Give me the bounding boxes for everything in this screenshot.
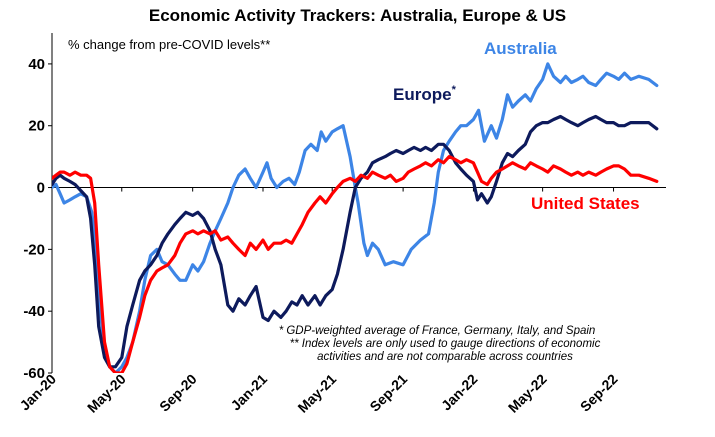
series-label-australia: Australia [484,39,557,58]
x-tick-label: May-21 [294,371,339,416]
footnote-1: * GDP-weighted average of France, German… [279,325,596,337]
footnote-2: ** Index levels are only used to gauge d… [290,338,601,350]
y-tick-label: -40 [23,303,45,320]
footnote-3: activities and are not comparable across… [317,351,573,363]
series-line-australia [52,62,659,373]
x-tick-label: May-20 [84,371,129,416]
footnotes: * GDP-weighted average of France, German… [279,325,601,363]
x-tick-label: Jan-22 [438,371,481,414]
y-tick-label: -60 [23,365,45,382]
chart-subtitle: % change from pre-COVID levels** [68,37,270,52]
series-line-united-states [52,155,659,373]
series-label-europe: Europe* [393,84,457,104]
y-tick-label: 40 [28,56,45,73]
chart-title: Economic Activity Trackers: Australia, E… [149,6,566,25]
series-line-europe [52,114,659,369]
x-tick-label: Sep-22 [577,371,621,415]
x-tick-label: Sep-21 [366,371,410,415]
series-lines [52,62,659,373]
y-tick-label: 20 [28,118,45,135]
x-tick-label: May-22 [505,371,550,416]
series-label-united-states: United States [531,194,640,213]
x-tick-label: Jan-21 [227,371,270,414]
x-tick-label: Sep-20 [156,371,200,415]
y-tick-label: -20 [23,241,45,258]
y-tick-label: 0 [37,180,45,197]
